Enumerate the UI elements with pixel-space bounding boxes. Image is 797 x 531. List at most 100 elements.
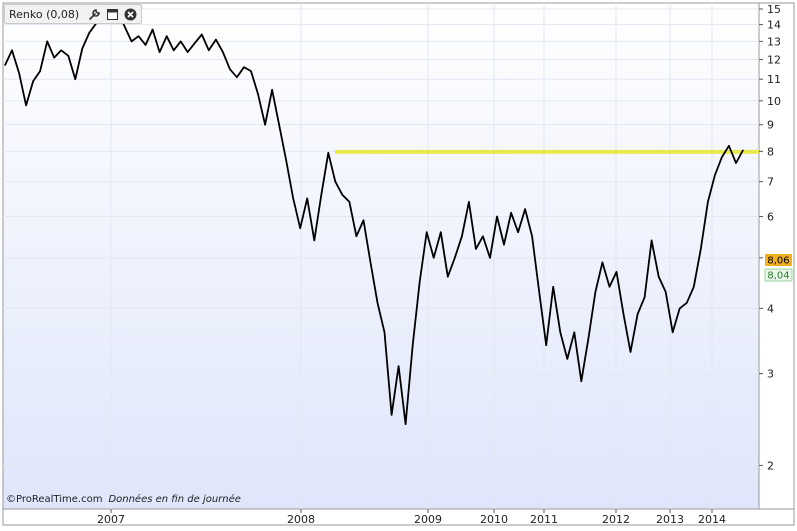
y-tick-label: 4 [767,302,774,315]
x-tick-label: 2011 [530,513,558,526]
data-point [123,25,126,27]
data-point [299,227,301,229]
data-point [320,194,322,196]
price-badges: 8,06 8,04 [764,254,793,282]
x-tick-label: 2007 [97,513,125,526]
data-point [229,68,231,70]
data-point [250,70,252,72]
data-point [629,351,632,353]
data-point [67,55,69,57]
price-series [4,8,744,425]
close-icon[interactable] [123,7,137,21]
data-point [4,64,6,66]
data-point [412,344,414,346]
data-point [517,231,519,233]
y-tick-label: 15 [767,3,781,16]
data-point [714,174,716,176]
y-tick-label: 2 [767,459,774,472]
data-note: Données en fin de journée [108,494,241,505]
data-point [81,47,83,50]
x-tick-label: 2008 [287,513,315,526]
y-tick-label: 14 [767,19,781,32]
indicator-title: Renko (0,08) [9,7,80,21]
data-point [341,194,343,196]
wrench-icon[interactable] [87,7,101,21]
data-point [552,286,554,288]
data-point [489,257,491,259]
data-point [208,49,210,51]
data-point [531,235,533,237]
axis-panel-bottom [2,508,795,526]
data-point [482,235,484,237]
data-point [243,66,245,68]
data-point [285,159,287,161]
data-point [468,201,470,203]
data-point [700,248,702,250]
data-point [173,49,175,51]
data-point [454,257,456,259]
data-point [18,72,20,74]
data-point [440,231,442,233]
data-point [538,291,540,293]
data-point [74,78,76,80]
data-point [728,145,730,147]
window-icon[interactable] [105,7,119,21]
data-point [334,181,336,183]
y-tick-label: 13 [767,35,781,48]
data-point [419,281,421,283]
data-point [159,51,161,53]
data-point [693,286,695,288]
data-point [405,423,407,425]
data-point [271,89,273,91]
renko-price-line [4,8,744,425]
data-point [587,338,590,340]
data-point [236,76,238,78]
data-point [721,156,723,158]
data-point [137,35,140,37]
data-point [707,201,709,203]
data-point [658,276,660,278]
data-point [264,124,266,126]
data-point [524,208,526,210]
data-point [187,51,189,53]
data-point [257,93,259,95]
data-point [369,261,372,263]
data-point [327,152,329,154]
plot-background [2,2,760,510]
data-point [433,257,435,259]
data-point [166,35,168,37]
data-point [60,49,62,51]
data-point [622,313,625,315]
data-point [278,124,280,126]
data-point [130,40,133,43]
data-point [201,33,203,36]
level-price-badge [764,268,793,282]
chart-footer: ©ProRealTime.com Données en fin de journ… [6,494,241,505]
data-point [672,331,674,333]
data-point [644,296,646,298]
data-point [391,414,393,416]
data-point [313,239,315,241]
data-point [637,313,639,315]
x-tick-label: 2009 [414,513,442,526]
data-point [461,235,463,237]
x-axis: 2007 2008 2009 2010 2011 2012 2013 2014 [97,509,726,526]
x-tick-label: 2012 [602,513,630,526]
x-tick-label: 2013 [656,513,684,526]
data-point [735,162,737,164]
data-point [46,40,48,43]
data-point [601,261,604,263]
data-point [376,302,379,304]
data-point [559,331,561,333]
data-point [510,212,512,214]
data-point [215,39,217,41]
data-point [53,57,55,59]
indicator-toolbar: Renko (0,08) [4,4,143,24]
data-point [651,239,653,241]
y-tick-label: 11 [767,73,781,86]
y-tick-label: 10 [767,95,781,108]
data-point [39,70,41,72]
data-point [679,307,681,309]
